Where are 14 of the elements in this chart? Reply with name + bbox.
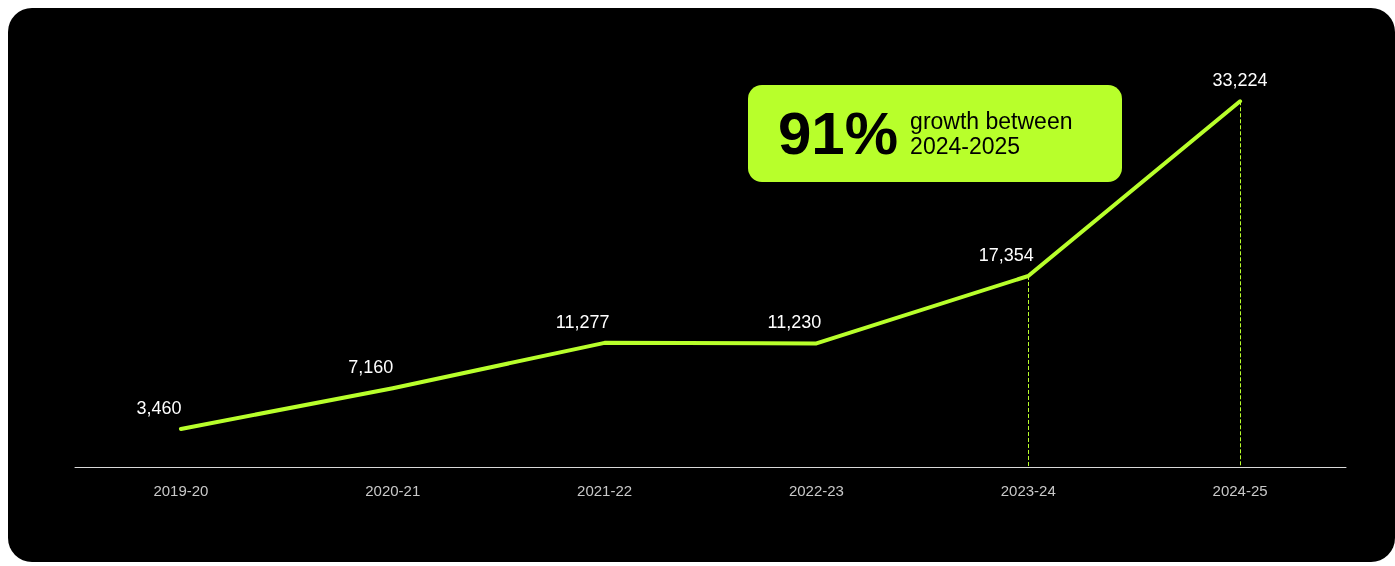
data-label: 33,224 <box>1212 70 1268 91</box>
data-label: 3,460 <box>136 397 182 418</box>
data-label: 11,230 <box>767 312 822 333</box>
x-tick-label: 2023-24 <box>1000 482 1056 499</box>
data-label: 17,354 <box>978 244 1034 265</box>
data-label: 7,160 <box>348 357 394 378</box>
data-label: 11,277 <box>555 311 610 332</box>
x-tick-label: 2024-25 <box>1212 482 1268 499</box>
x-tick-label: 2019-20 <box>153 482 209 499</box>
annotation: 91% <box>778 99 899 167</box>
x-tick-label: 2022-23 <box>788 482 844 499</box>
annotation: growth between 2024-2025 <box>910 108 1074 159</box>
x-tick-label: 2020-21 <box>365 482 421 499</box>
x-tick-label: 2021-22 <box>577 482 633 499</box>
